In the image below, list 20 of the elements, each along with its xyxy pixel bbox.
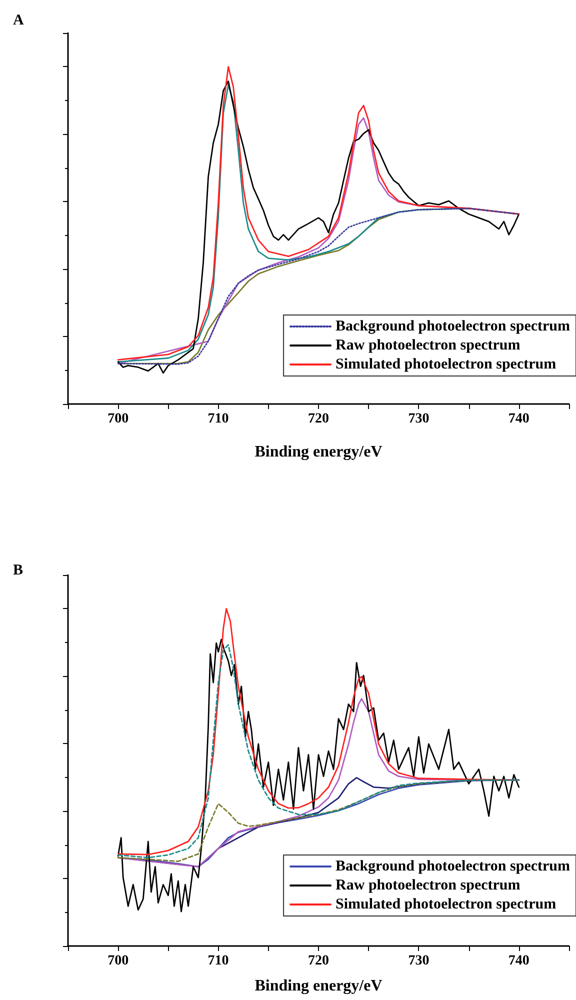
x-tick-label: 730 xyxy=(408,954,430,968)
legend-label: Raw photoelectron spectrum xyxy=(336,878,521,894)
x-tick-label: 700 xyxy=(108,954,129,968)
x-tick-label: 720 xyxy=(308,954,329,968)
x-tick-label: 730 xyxy=(408,412,430,426)
x-tick-label: 740 xyxy=(508,412,530,426)
x-tick-label: 710 xyxy=(208,954,229,968)
legend-label: Simulated photoelectron spectrum xyxy=(336,356,557,372)
x-tick-label: 700 xyxy=(108,412,129,426)
x-axis-title: Binding energy/eV xyxy=(254,978,383,994)
x-axis-title: Binding energy/eV xyxy=(254,444,383,460)
legend-label: Background photoelectron spectrum xyxy=(336,318,571,334)
x-tick-label: 720 xyxy=(308,412,329,426)
legend-label: Simulated photoelectron spectrum xyxy=(336,896,557,912)
x-tick-label: 710 xyxy=(208,412,229,426)
chart-title: A xyxy=(13,12,24,28)
legend-label: Background photoelectron spectrum xyxy=(336,858,571,874)
x-tick-label: 740 xyxy=(508,954,530,968)
legend-label: Raw photoelectron spectrum xyxy=(336,338,521,354)
chart-title: B xyxy=(13,562,24,578)
